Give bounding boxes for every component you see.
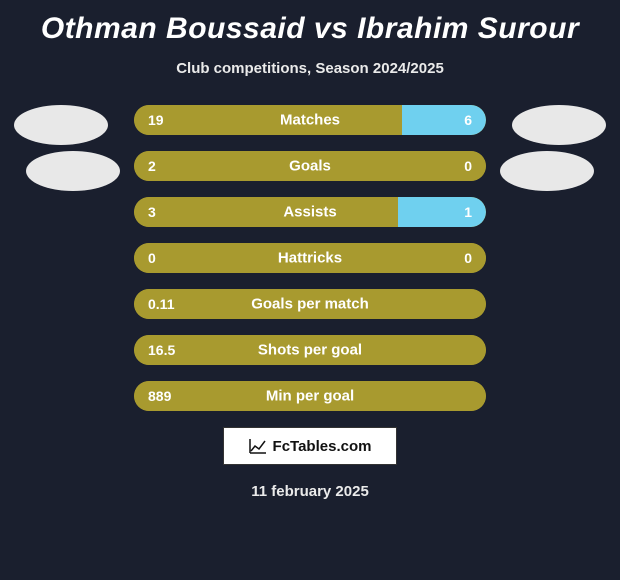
stat-label: Hattricks (278, 250, 342, 267)
stat-bar-left (134, 197, 398, 227)
stat-value-right: 0 (464, 158, 472, 174)
stat-value-left: 2 (148, 158, 156, 174)
stat-label: Assists (283, 204, 336, 221)
stat-bar-right (402, 105, 486, 135)
stat-bar: 889 Min per goal (134, 381, 486, 411)
stat-value-right: 6 (464, 112, 472, 128)
stat-row: 2 0 Goals (0, 151, 620, 181)
stat-row: 0.11 Goals per match (0, 289, 620, 319)
stat-value-left: 0.11 (148, 296, 174, 312)
stat-label: Shots per goal (258, 342, 362, 359)
stat-value-left: 3 (148, 204, 156, 220)
stat-bar: 3 1 Assists (134, 197, 486, 227)
stat-value-left: 889 (148, 388, 171, 404)
stat-label: Min per goal (266, 388, 354, 405)
stat-value-left: 16.5 (148, 342, 175, 358)
stat-row: 0 0 Hattricks (0, 243, 620, 273)
stat-bar: 16.5 Shots per goal (134, 335, 486, 365)
stat-label: Goals per match (251, 296, 369, 313)
stat-bar-left (134, 105, 402, 135)
comparison-chart: 19 6 Matches 2 0 Goals 3 1 Assists 0 0 Hattricks 0.1… (0, 105, 620, 411)
page-title: Othman Boussaid vs Ibrahim Surour (0, 0, 620, 46)
stat-bar-right (398, 197, 486, 227)
stat-value-right: 1 (464, 204, 472, 220)
logo-box[interactable]: FcTables.com (223, 427, 397, 465)
stat-row: 19 6 Matches (0, 105, 620, 135)
date-text: 11 february 2025 (0, 483, 620, 500)
stat-bar: 0.11 Goals per match (134, 289, 486, 319)
stat-label: Matches (280, 112, 340, 129)
logo-text: FcTables.com (273, 438, 372, 455)
stat-bar: 0 0 Hattricks (134, 243, 486, 273)
stat-bar: 2 0 Goals (134, 151, 486, 181)
stat-bar: 19 6 Matches (134, 105, 486, 135)
stat-value-left: 0 (148, 250, 156, 266)
chart-icon (249, 438, 267, 454)
stat-label: Goals (289, 158, 331, 175)
stat-value-left: 19 (148, 112, 164, 128)
stat-value-right: 0 (464, 250, 472, 266)
stat-row: 889 Min per goal (0, 381, 620, 411)
stat-row: 3 1 Assists (0, 197, 620, 227)
subtitle: Club competitions, Season 2024/2025 (0, 60, 620, 77)
stat-row: 16.5 Shots per goal (0, 335, 620, 365)
